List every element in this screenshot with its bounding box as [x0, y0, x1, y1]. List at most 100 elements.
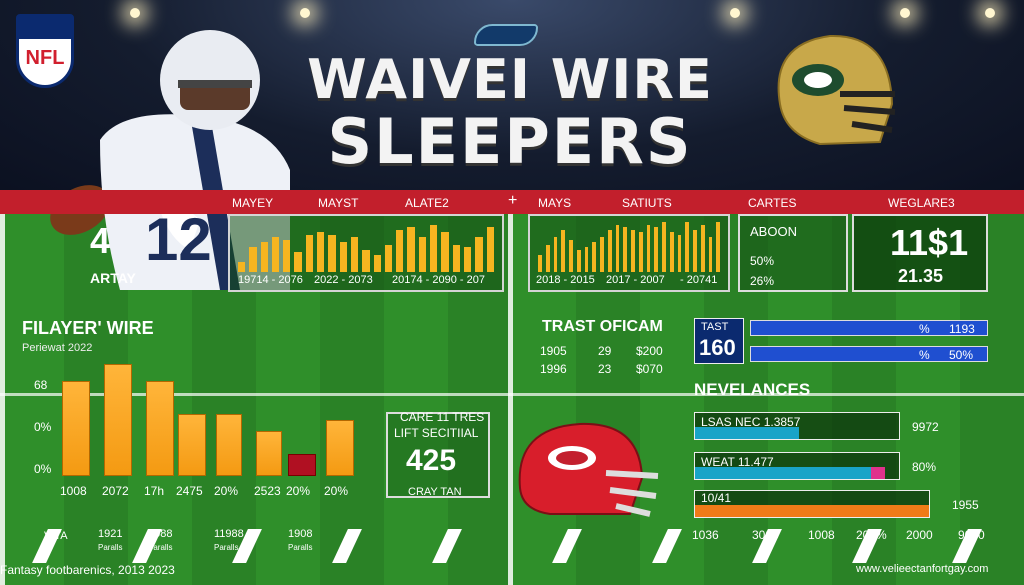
player-bar [104, 364, 132, 476]
bottom-right-label: 200% [856, 528, 887, 542]
player-bar [256, 431, 282, 476]
player-wire-title: FILAYER' WIRE [22, 318, 154, 338]
footer-url: www.velieectanfortgay.com [856, 563, 989, 575]
chiefs-helmet-icon [518, 422, 659, 517]
chart-bar [600, 237, 604, 272]
bottom-right-label: 9000 [958, 528, 985, 542]
tast-bar-2: % 50% [750, 346, 988, 362]
tast-value: 160 [699, 335, 736, 360]
tast-bar-1: % 1193 [750, 320, 988, 336]
right-stats-row: 50% [750, 254, 775, 268]
player-bar [178, 414, 206, 476]
bottom-brand: VITA [44, 530, 68, 542]
nevelances-bar-2: WEAT 11.477 [694, 452, 900, 480]
header-label: CARTES [748, 196, 797, 210]
player-bar [62, 381, 90, 476]
page-title: WAIVEI WIRE SLEEPERS [300, 48, 720, 178]
bottom-col: 11988 [214, 528, 244, 540]
chart-bar [441, 232, 449, 272]
bottom-right-label: 3003 [752, 528, 779, 542]
chart-bar [260, 242, 268, 272]
player-bar-label: 17h [144, 484, 165, 498]
nevelances-bar-1: LSAS NEC 1.3857 [694, 412, 900, 440]
center-value: 425 [406, 444, 457, 477]
bottom-col: 1908 [288, 528, 313, 540]
chart-bar [631, 229, 635, 272]
player-bar-label: 2072 [102, 484, 129, 498]
tast-bar-num: 50% [949, 348, 974, 362]
stadium-light [985, 8, 995, 18]
player-bar-label: 20% [324, 484, 349, 498]
chart-bar [475, 237, 483, 272]
chart-bar [362, 249, 370, 272]
player-bar [216, 414, 242, 476]
title-line-1: WAIVEI WIRE [307, 48, 713, 111]
chart-bar [271, 237, 280, 272]
chart-bar [373, 254, 381, 272]
player-bar-label: 2523 [254, 484, 281, 498]
chart-bar [339, 242, 347, 272]
chart-label: 19714 - 2076 [238, 274, 303, 286]
score-box: 11$1 21.35 [852, 214, 988, 292]
trast-cell: $070 [636, 362, 663, 376]
player-wire-subtitle: Periewat 2022 [22, 342, 93, 354]
player-badge-number: 4 [90, 220, 111, 261]
trast-cell: 29 [598, 344, 612, 358]
nevelances-bar-num: 9972 [912, 420, 939, 434]
bottom-right-label: 1036 [692, 528, 719, 542]
chart-bar [561, 229, 565, 272]
bottom-subcol: Paralls [214, 543, 239, 552]
player-bar [146, 381, 174, 476]
chart-label: 20174 - 2090 - 207 [392, 274, 485, 286]
chart-bar [452, 244, 460, 272]
footer-left: Fantasy footbarenics, 2013 2023 [0, 563, 175, 577]
nevelances-bar-label: WEAT 11.477 [701, 455, 774, 469]
chart-bar [350, 237, 359, 272]
chart-bar [538, 254, 542, 272]
player-badge-text: ARTAY [90, 270, 136, 286]
bottom-col: 2088 [148, 528, 173, 540]
chart-bar [654, 227, 658, 272]
tast-bar-text: % [919, 322, 930, 336]
chart-bar [283, 239, 291, 272]
chart-bar [569, 239, 573, 272]
nevelances-bar-num: 80% [912, 460, 937, 474]
bottom-subcol: Paralls [288, 543, 313, 552]
left-stat-chart: 19714 - 2076 2022 - 2073 20174 - 2090 - … [228, 214, 504, 292]
nfl-logo: NFL [16, 14, 74, 88]
bottom-right-label: 2000 [906, 528, 933, 542]
center-line-1: CARE 11 TRES [400, 410, 485, 424]
center-line-2: LIFT SECITIIAL [394, 426, 479, 440]
chart-label: - 20741 [680, 274, 718, 286]
right-stats-box: ABOON 50% 26% [738, 214, 848, 292]
header-label: SATIUTS [622, 196, 672, 210]
chart-bar [685, 222, 689, 272]
y-axis-label: 0% [34, 420, 52, 434]
chart-bar [396, 229, 404, 272]
header-label: ALATE2 [405, 196, 449, 210]
chart-bar [615, 224, 620, 272]
tast-box: TAST 160 [694, 318, 744, 364]
mid-stat-chart: 2018 - 2015 2017 - 2007 - 20741 [528, 214, 730, 292]
nevelances-bar-3: 10/41 [694, 490, 930, 518]
chart-bar [305, 234, 314, 272]
jersey-number: 12 [145, 206, 212, 273]
chart-bar [623, 227, 627, 272]
tast-bar-num: 1193 [949, 322, 975, 336]
chart-bar [584, 247, 589, 272]
trast-title: TRAST OFICAM [542, 318, 663, 335]
chart-label: 2017 - 2007 [606, 274, 665, 286]
right-stats-title: ABOON [750, 224, 797, 239]
chart-bar [716, 222, 720, 272]
tast-label: TAST [701, 321, 729, 333]
chart-bar [545, 244, 550, 272]
bottom-right-label: 1008 [808, 528, 835, 542]
bottom-subcol: Paralls [148, 543, 173, 552]
nevelances-bar-num: 1955 [952, 498, 979, 512]
player-bar-label: 20% [286, 484, 311, 498]
stadium-light [300, 8, 310, 18]
trast-cell: 1905 [540, 344, 567, 358]
chart-bar [607, 229, 612, 272]
nevelances-bar-label: 10/41 [701, 491, 732, 505]
trast-cell: $200 [636, 344, 663, 358]
